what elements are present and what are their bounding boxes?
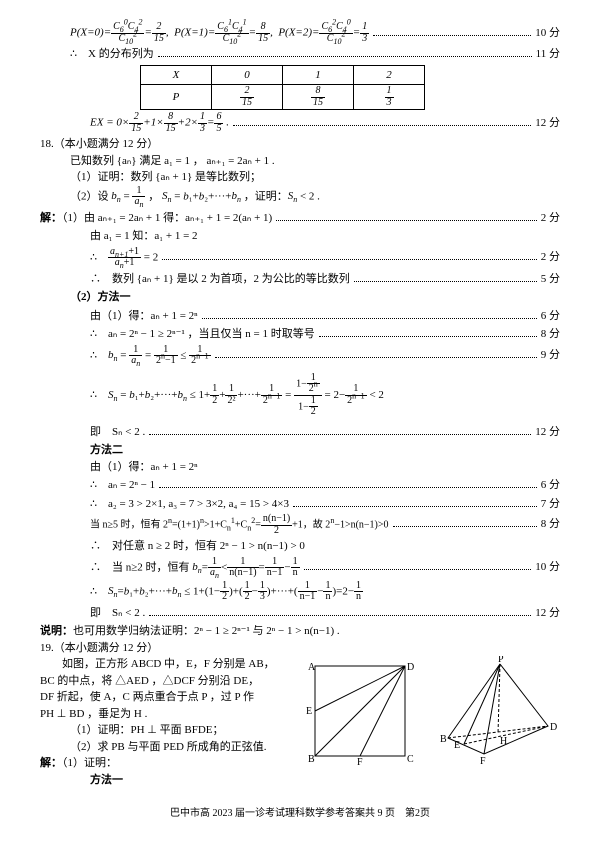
q18-m2-8: 即 Sₙ < 2 . 12 分 — [40, 605, 560, 622]
pts: 6 分 — [541, 308, 560, 325]
pts: 10 分 — [535, 559, 560, 576]
page-footer: 巴中市高 2023 届一诊考试理科数学参考答案共 9 页 第2页 — [40, 806, 560, 821]
figure-pyramid: P B F D E H — [430, 656, 560, 766]
svg-text:C: C — [407, 754, 414, 765]
pts-10: 10 分 — [535, 25, 560, 42]
q19-title: 19.（本小题满分 12 分） — [40, 640, 560, 657]
pts: 7 分 — [541, 496, 560, 513]
pts: 2 分 — [541, 210, 560, 227]
q18-m2-5: ∴ 对任意 n ≥ 2 时，恒有 2ⁿ − 1 > n(n−1) > 0 — [40, 538, 560, 555]
expectation: EX = 0×215+1×815+2×13=65 . 12 分 — [40, 112, 560, 134]
svg-text:A: A — [308, 662, 316, 673]
q19-p2: （2）求 PB 与平面 PED 所成角的正弦值. — [40, 739, 290, 756]
svg-text:D: D — [550, 722, 557, 733]
q19-b3: DF 折起，使 A，C 两点重合于点 P ，过 P 作 — [40, 689, 290, 706]
q19-sol: 解：（1）证明： — [40, 755, 290, 772]
q18-s4: ∴ 数列 {aₙ + 1} 是以 2 为首项，2 为公比的等比数列 5 分 — [40, 271, 560, 288]
prob-formula: P(X=0)=C60C42C102=215, P(X=1)=C61C41C102… — [40, 22, 560, 44]
svg-text:P: P — [498, 656, 504, 665]
q18-given: 已知数列 {aₙ} 满足 a₁ = 1 ， aₙ₊₁ = 2aₙ + 1 . — [40, 153, 560, 170]
q18-m1-3: ∴ bn = 1an = 12n−1 ≤ 12n−1 9 分 — [40, 345, 560, 367]
pts: 12 分 — [535, 605, 560, 622]
q18-m1-2: ∴ aₙ = 2ⁿ − 1 ≥ 2ⁿ⁻¹ ，当且仅当 n = 1 时取等号 8 … — [40, 326, 560, 343]
svg-text:E: E — [306, 706, 312, 717]
pts: 12 分 — [535, 424, 560, 441]
q18-m2-3: ∴ a₂ = 3 > 2×1, a₃ = 7 > 3×2, a₄ = 15 > … — [40, 496, 560, 513]
svg-text:E: E — [454, 740, 460, 751]
svg-text:F: F — [357, 757, 363, 766]
tr-p: P — [141, 85, 212, 110]
q18-note: 说明：也可用数学归纳法证明：2ⁿ − 1 ≥ 2ⁿ⁻¹ 与 2ⁿ − 1 > n… — [40, 623, 560, 640]
p2: 13 — [354, 85, 425, 110]
svg-text:H: H — [500, 736, 507, 747]
pts: 8 分 — [541, 516, 560, 533]
q18-part1: （1）证明：数列 {aₙ + 1} 是等比数列； — [40, 169, 560, 186]
distribution-table: X 0 1 2 P 215 815 13 — [140, 65, 425, 111]
q18-part2: （2）设 bn = 1an ， Sn = b₁+b₂+···+bn ，证明：Sn… — [40, 186, 560, 208]
pts: 6 分 — [541, 477, 560, 494]
p1: 815 — [283, 85, 354, 110]
q18-m2-7: ∴ Sn=b₁+b₂+···+bn ≤ 1+(1−12)+(12−13)+···… — [40, 581, 560, 603]
q18-m1-label: （2）方法一 — [40, 289, 560, 306]
q19-b4: PH ⊥ BD ，垂足为 H . — [40, 706, 290, 723]
q18-m2-label: 方法二 — [40, 442, 560, 459]
q18-m1-4: ∴ Sn = b₁+b₂+···+bn ≤ 1+12+12²+···+12n−1… — [40, 373, 560, 418]
q18-m1-5: 即 Sₙ < 2 . 12 分 — [40, 424, 560, 441]
q19-p1: （1）证明：PH ⊥ 平面 BFDE； — [40, 722, 290, 739]
pts: 2 分 — [541, 249, 560, 266]
q19-b2: BC 的中点，将 △AED ，△DCF 分别沿 DE， — [40, 673, 290, 690]
svg-text:F: F — [480, 756, 486, 766]
svg-text:B: B — [308, 754, 315, 765]
figure-square: A D B C E F — [300, 656, 420, 766]
q19-method: 方法一 — [40, 772, 290, 789]
pts: 5 分 — [541, 271, 560, 288]
th-1: 1 — [283, 65, 354, 85]
q19-b1: 如图，正方形 ABCD 中，E，F 分别是 AB， — [40, 656, 290, 673]
q18-m2-6: ∴ 当 n≥2 时，恒有 bn=1an<1n(n−1)=1n−1−1n 10 分 — [40, 557, 560, 579]
pts-12a: 12 分 — [535, 115, 560, 132]
pts: 8 分 — [541, 326, 560, 343]
q18-m2-2: ∴ aₙ = 2ⁿ − 1 6 分 — [40, 477, 560, 494]
q18-s1: 解：（1）由 aₙ₊₁ = 2aₙ + 1 得：aₙ₊₁ + 1 = 2(aₙ … — [40, 210, 560, 227]
q18-m1-1: 由（1）得：aₙ + 1 = 2ⁿ 6 分 — [40, 308, 560, 325]
q18-m2-1: 由（1）得：aₙ + 1 = 2ⁿ — [40, 459, 560, 476]
svg-text:D: D — [407, 662, 414, 673]
pts: 9 分 — [541, 347, 560, 364]
p0: 215 — [212, 85, 283, 110]
th-0: 0 — [212, 65, 283, 85]
th-x: X — [141, 65, 212, 85]
q18-s3: ∴ an+1+1an+1 = 2 2 分 — [40, 247, 560, 269]
dist-intro: ∴ X 的分布列为 11 分 — [40, 46, 560, 63]
svg-text:B: B — [440, 734, 447, 745]
th-2: 2 — [354, 65, 425, 85]
pts-11: 11 分 — [536, 46, 560, 63]
q18-m2-4: 当 n≥5 时，恒有 2n=(1+1)n>1+Cn1+Cn2=n(n−1)2+1… — [40, 514, 560, 536]
q18-title: 18.（本小题满分 12 分） — [40, 136, 560, 153]
q18-s2: 由 a₁ = 1 知：a₁ + 1 = 2 — [40, 228, 560, 245]
